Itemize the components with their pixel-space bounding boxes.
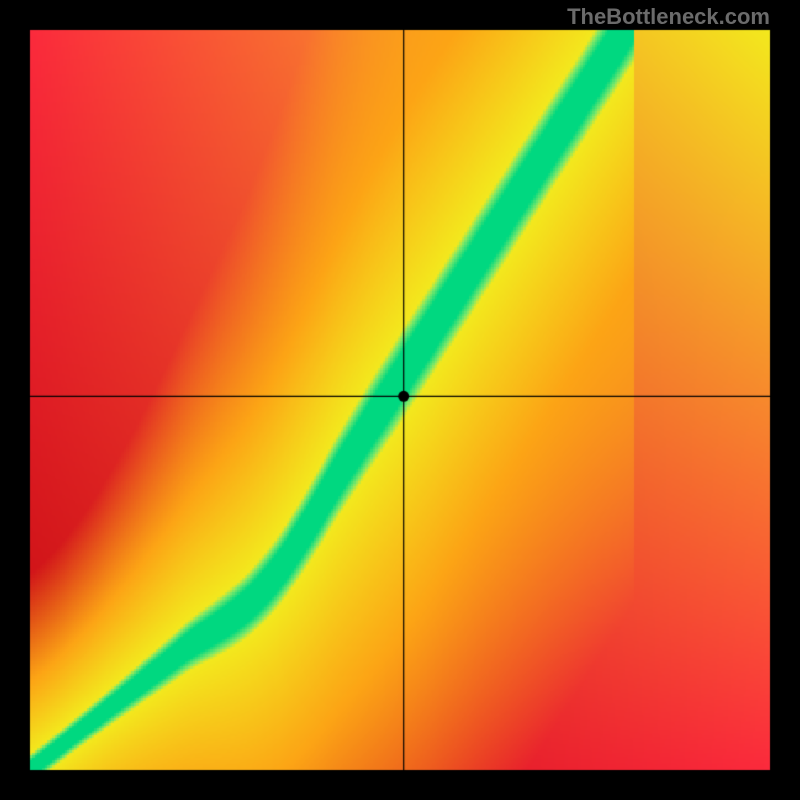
watermark-text: TheBottleneck.com [567,4,770,30]
bottleneck-heatmap [0,0,800,800]
